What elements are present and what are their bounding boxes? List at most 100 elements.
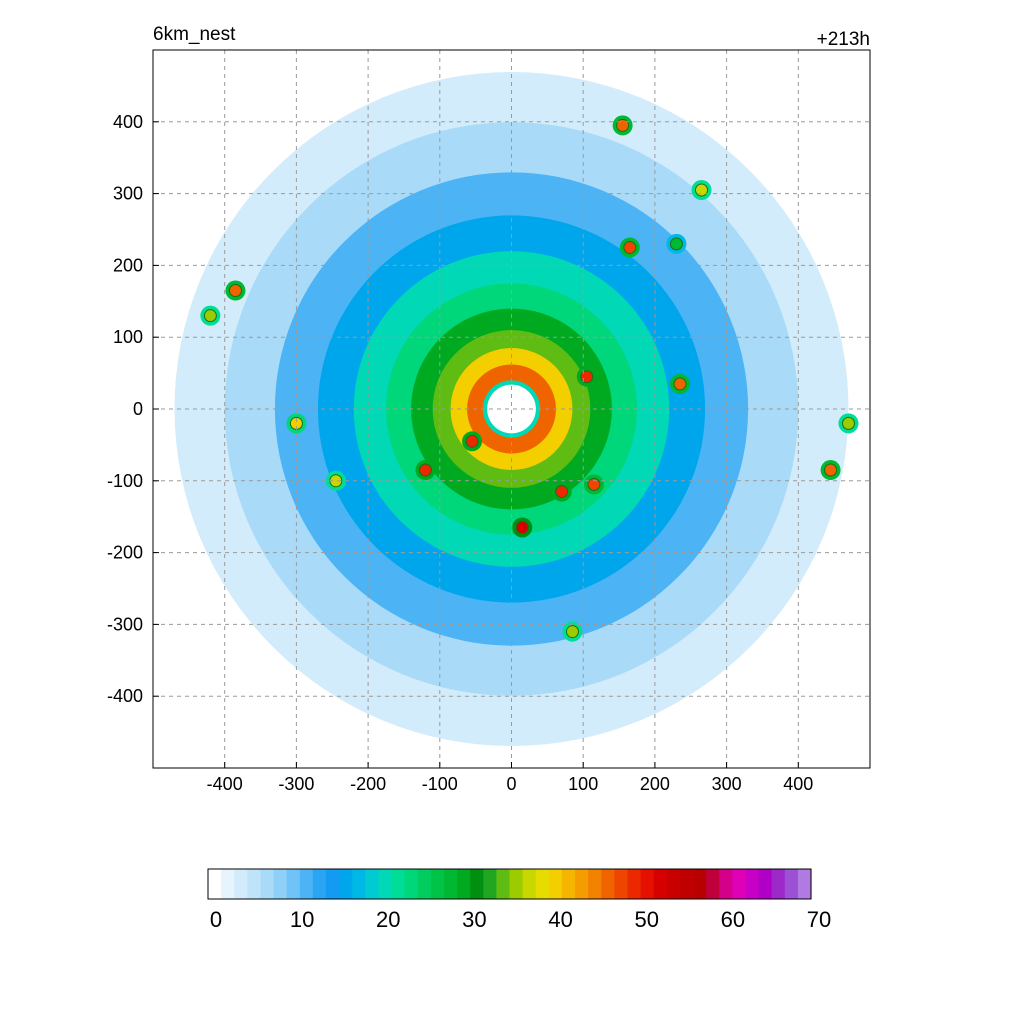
x-tick-label: -300 [278, 774, 314, 794]
convective-cell-16 [666, 233, 687, 254]
colorbar [207, 868, 812, 900]
colorbar-tick-label: 30 [462, 907, 486, 932]
colorbar-swatch-36 [679, 869, 694, 899]
colorbar-swatch-24 [522, 869, 537, 899]
convective-cell-17 [200, 305, 221, 326]
colorbar-swatch-9 [325, 869, 340, 899]
x-axis: -400 -300 -200 -100 0 100 200 300 400 [207, 762, 813, 794]
colorbar-swatch-13 [378, 869, 393, 899]
colorbar-swatch-29 [588, 869, 602, 899]
x-tick-label: 0 [506, 774, 516, 794]
x-tick-label: -400 [207, 774, 243, 794]
convective-cell-13 [325, 470, 346, 491]
y-tick-label: 0 [133, 399, 143, 419]
colorbar-swatch-40 [732, 869, 747, 899]
convective-cell-14 [562, 621, 583, 642]
colorbar-labels: 0 10 20 30 40 50 60 70 [210, 907, 831, 932]
colorbar-swatch-38 [706, 869, 720, 899]
x-tick-label: 300 [712, 774, 742, 794]
y-tick-label: 200 [113, 255, 143, 275]
reflectivity-field [153, 50, 870, 768]
convective-cell-12 [576, 366, 597, 387]
x-tick-label: 400 [783, 774, 813, 794]
colorbar-tick-label: 60 [721, 907, 745, 932]
y-tick-label: -400 [107, 686, 143, 706]
colorbar-tick-label: 70 [807, 907, 831, 932]
colorbar-tick-label: 20 [376, 907, 400, 932]
colorbar-swatch-12 [365, 869, 380, 899]
colorbar-swatch-18 [443, 869, 458, 899]
convective-cell-8 [462, 431, 483, 452]
colorbar-swatch-15 [404, 869, 419, 899]
colorbar-swatch-22 [496, 869, 511, 899]
colorbar-swatch-16 [417, 869, 432, 899]
colorbar-swatch-42 [758, 869, 773, 899]
colorbar-swatch-43 [771, 869, 786, 899]
y-tick-label: -200 [107, 543, 143, 563]
colorbar-swatch-44 [784, 869, 799, 899]
convective-cell-7 [415, 460, 436, 481]
x-tick-label: -100 [422, 774, 458, 794]
convective-cell-15 [691, 180, 712, 201]
colorbar-swatch-5 [273, 869, 288, 899]
convective-cell-2 [669, 373, 690, 394]
colorbar-swatch-10 [339, 869, 353, 899]
colorbar-swatch-27 [561, 869, 576, 899]
chart-title-right: +213h [817, 29, 870, 50]
colorbar-swatch-7 [299, 869, 314, 899]
colorbar-swatch-41 [745, 869, 760, 899]
convective-cell-3 [820, 460, 841, 481]
colorbar-swatch-23 [509, 869, 524, 899]
colorbar-frame [207, 868, 812, 900]
y-tick-label: 400 [113, 112, 143, 132]
colorbar-swatch-4 [260, 869, 275, 899]
colorbar-swatch-2 [234, 869, 248, 899]
convective-cell-9 [512, 517, 533, 538]
colorbar-swatch-34 [653, 869, 668, 899]
x-tick-label: 200 [640, 774, 670, 794]
colorbar-swatch-45 [797, 869, 812, 899]
colorbar-swatch-0 [208, 869, 222, 899]
colorbar-tick-label: 0 [210, 907, 222, 932]
convective-cell-1 [612, 115, 633, 136]
colorbar-tick-label: 40 [548, 907, 572, 932]
colorbar-swatch-21 [483, 869, 497, 899]
colorbar-swatch-33 [640, 869, 655, 899]
colorbar-swatch-6 [286, 869, 301, 899]
colorbar-swatch-19 [457, 869, 471, 899]
colorbar-swatch-11 [352, 869, 366, 899]
convective-cell-4 [838, 413, 859, 434]
colorbar-swatch-8 [312, 869, 327, 899]
x-tick-label: 100 [568, 774, 598, 794]
colorbar-swatch-32 [627, 869, 642, 899]
colorbar-swatch-28 [575, 869, 589, 899]
colorbar-swatch-20 [470, 869, 484, 899]
colorbar-swatch-25 [535, 869, 550, 899]
colorbar-swatch-26 [548, 869, 563, 899]
colorbar-swatch-30 [601, 869, 615, 899]
y-tick-label: -100 [107, 471, 143, 491]
y-tick-label: -300 [107, 614, 143, 634]
colorbar-swatch-17 [430, 869, 445, 899]
convective-cell-6 [286, 413, 307, 434]
chart-title-left: 6km_nest [153, 24, 236, 45]
y-axis: 400 300 200 100 0 -100 -200 -300 -400 [107, 112, 159, 706]
colorbar-tick-label: 50 [634, 907, 658, 932]
convective-cell-5 [225, 280, 246, 301]
y-tick-label: 100 [113, 327, 143, 347]
colorbar-tick-label: 10 [290, 907, 314, 932]
intensity-ring-12 [487, 384, 536, 434]
colorbar-swatch-14 [391, 869, 406, 899]
colorbar-swatch-1 [221, 869, 235, 899]
colorbar-swatch-35 [666, 869, 681, 899]
convective-cell-10 [583, 474, 604, 495]
x-tick-label: -200 [350, 774, 386, 794]
colorbar-swatch-3 [247, 869, 262, 899]
convective-cell-0 [619, 237, 640, 258]
y-tick-label: 300 [113, 184, 143, 204]
convective-cell-11 [551, 481, 572, 502]
colorbar-swatch-31 [614, 869, 629, 899]
colorbar-swatch-37 [693, 869, 707, 899]
colorbar-swatch-39 [719, 869, 733, 899]
